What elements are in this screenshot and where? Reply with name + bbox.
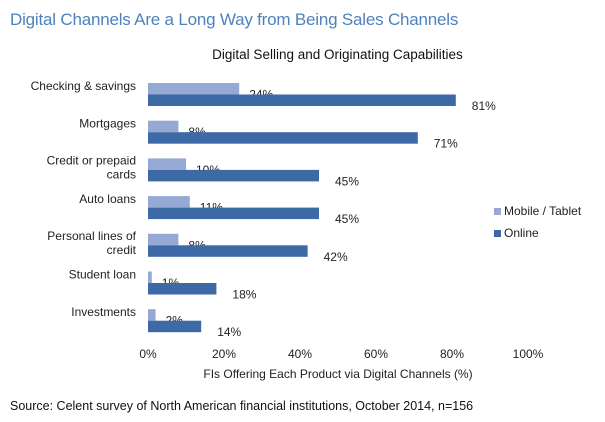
x-axis-label: FIs Offering Each Product via Digital Ch… xyxy=(203,367,472,381)
data-label-online: 14% xyxy=(217,325,241,339)
category-label: Student loan xyxy=(69,268,136,282)
category-label: Auto loans xyxy=(79,192,136,206)
source-note: Source: Celent survey of North American … xyxy=(10,399,474,413)
category-label-line: Personal lines of xyxy=(47,229,136,243)
legend-label-online: Online xyxy=(504,226,539,240)
category-label: Personal lines of credit xyxy=(47,229,136,257)
data-label-online: 45% xyxy=(335,212,359,226)
data-label-online: 45% xyxy=(335,174,359,188)
bar-online xyxy=(148,283,217,295)
page-title: Digital Channels Are a Long Way from Bei… xyxy=(10,10,459,29)
bar-online xyxy=(148,245,308,257)
category-label-line: Checking & savings xyxy=(31,79,136,93)
bar-mobile xyxy=(148,196,190,208)
legend-label-mobile: Mobile / Tablet xyxy=(504,204,582,218)
category-label: Credit or prepaid cards xyxy=(47,153,136,181)
bar-mobile xyxy=(148,271,152,283)
data-label-online: 71% xyxy=(434,137,458,151)
bar-mobile xyxy=(148,120,179,133)
data-label-online: 81% xyxy=(472,99,496,113)
legend-item-mobile: Mobile / Tablet xyxy=(494,204,581,218)
category-label: Checking & savings xyxy=(31,79,136,93)
x-tick-label: 20% xyxy=(212,347,236,361)
category-label-line: Student loan xyxy=(69,268,136,282)
chart-title: Digital Selling and Originating Capabili… xyxy=(212,47,463,62)
bar-online xyxy=(148,207,319,220)
bar-mobile xyxy=(148,233,179,246)
x-tick-label: 100% xyxy=(513,347,544,361)
category-label: Mortgages xyxy=(79,117,136,131)
bar-online xyxy=(148,132,418,144)
legend-swatch-online xyxy=(494,229,501,237)
category-label-line: Mortgages xyxy=(79,117,136,131)
x-tick-label: 0% xyxy=(139,347,157,361)
bar-online xyxy=(148,169,319,182)
bar-mobile xyxy=(148,158,186,170)
category-label-line: Auto loans xyxy=(79,192,136,206)
bar-online xyxy=(148,320,202,333)
legend: Mobile / Tablet Online xyxy=(494,204,581,248)
bar-mobile xyxy=(148,309,156,321)
data-label-online: 18% xyxy=(232,288,256,302)
x-tick-label: 40% xyxy=(288,347,312,361)
bar-online xyxy=(148,94,456,106)
bar-mobile xyxy=(148,83,240,95)
category-label: Investments xyxy=(71,305,136,319)
legend-item-online: Online xyxy=(494,226,581,240)
x-tick-label: 60% xyxy=(364,347,388,361)
category-label-line: Credit or prepaid xyxy=(47,153,136,167)
category-label-line: Investments xyxy=(71,305,136,319)
category-label-line: cards xyxy=(107,167,136,181)
legend-swatch-mobile xyxy=(494,207,501,215)
x-tick-label: 80% xyxy=(440,347,464,361)
data-label-online: 42% xyxy=(324,250,348,264)
category-label-line: credit xyxy=(107,243,137,257)
